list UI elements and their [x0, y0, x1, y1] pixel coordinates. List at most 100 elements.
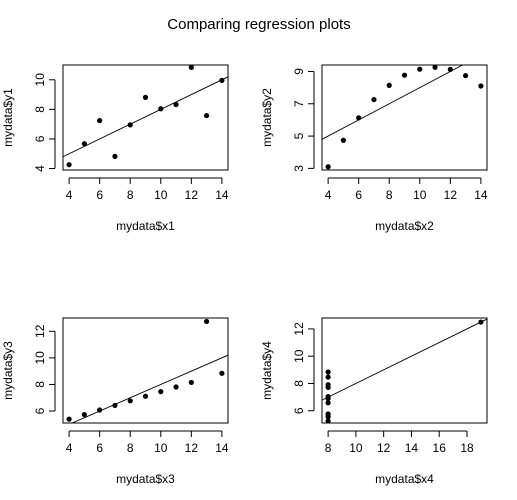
x-tick-label: 4: [66, 441, 73, 455]
panel-4-regression-line: [322, 318, 487, 401]
data-point: [386, 82, 392, 88]
x-tick-label: 12: [377, 441, 391, 455]
data-point: [204, 112, 210, 119]
data-point: [127, 122, 133, 128]
x-tick-label: 10: [154, 441, 168, 455]
panel-2-regression-line: [322, 65, 464, 140]
x-tick-label: 10: [154, 188, 168, 202]
x-tick-label: 6: [96, 188, 103, 202]
y-tick-label: 12: [292, 322, 306, 336]
data-point: [325, 382, 331, 388]
y-tick-label: 10: [33, 351, 47, 365]
data-point: [142, 94, 149, 100]
panel-3-regression-line: [71, 354, 228, 423]
panel-2-y-axis: 3 5 7 9: [292, 68, 315, 172]
data-point: [173, 384, 179, 390]
x-tick-label: 8: [386, 188, 393, 202]
data-point: [81, 412, 87, 418]
data-point: [447, 66, 453, 72]
data-point: [173, 101, 179, 108]
panel-2-points: [325, 64, 484, 170]
panel-2-x-axis: 4 6 8 10 12 14: [325, 177, 488, 202]
data-point: [478, 319, 484, 325]
panel-4-ylabel: mydata$y4: [260, 341, 274, 400]
data-point: [325, 374, 331, 380]
x-tick-label: 18: [460, 441, 474, 455]
panel-1-frame: [62, 64, 229, 171]
data-point: [325, 395, 331, 402]
panel-3-x-axis: 4 6 8 10 12 14: [66, 430, 229, 455]
panel-1-points: [66, 64, 225, 168]
y-tick-label: 12: [33, 324, 47, 338]
y-tick-label: 6: [33, 135, 47, 142]
panel-4-x-axis: 8 10 12 14 16 18: [325, 430, 474, 455]
data-point: [142, 393, 149, 399]
figure-title: Comparing regression plots: [167, 16, 350, 33]
data-point: [127, 398, 133, 404]
data-point: [356, 115, 362, 121]
data-point: [112, 402, 118, 409]
data-point: [325, 400, 331, 406]
panel-1-y-axis: 4 6 8 10: [33, 73, 56, 172]
data-point: [158, 389, 164, 395]
x-tick-label: 12: [185, 188, 199, 202]
data-point: [112, 153, 118, 159]
panel-4: 8 10 12 14 16 18 6 8 10 12 mydata$x4 mydata$y4: [260, 317, 488, 486]
data-point: [219, 77, 225, 83]
panel-3: 4 6 8 10 12 14 6 8 10 12 mydata$x3 mydata$y3: [1, 317, 229, 486]
x-tick-label: 14: [215, 188, 229, 202]
x-tick-label: 8: [127, 441, 134, 455]
panel-2-xlabel: mydata$x2: [375, 219, 434, 233]
x-tick-label: 14: [215, 441, 229, 455]
data-point: [325, 414, 331, 420]
panel-1: 4 6 8 10 12 14 4 6 8 10 mydata$x1 mydata$y1: [1, 64, 229, 233]
data-point: [66, 416, 72, 422]
y-tick-label: 8: [33, 381, 47, 388]
data-point: [158, 106, 164, 112]
y-tick-label: 3: [292, 165, 306, 172]
data-point: [432, 64, 438, 70]
x-tick-label: 6: [355, 188, 362, 202]
data-point: [325, 369, 331, 375]
data-point: [97, 407, 103, 413]
y-tick-label: 10: [292, 349, 306, 363]
data-point: [66, 162, 72, 168]
data-point: [463, 73, 469, 79]
data-point: [81, 141, 87, 147]
x-tick-label: 10: [413, 188, 427, 202]
x-tick-label: 4: [325, 188, 332, 202]
data-point: [188, 379, 194, 386]
y-tick-label: 6: [33, 407, 47, 414]
x-tick-label: 10: [349, 441, 363, 455]
panel-1-xlabel: mydata$x1: [116, 219, 175, 233]
panel-2: 4 6 8 10 12 14 3 5 7 9 mydata$x2 mydata$y2: [260, 64, 488, 233]
data-point: [401, 72, 408, 78]
data-point: [97, 118, 103, 124]
panel-3-frame: [62, 317, 229, 424]
x-tick-label: 14: [405, 441, 419, 455]
panel-1-x-axis: 4 6 8 10 12 14: [66, 177, 229, 202]
panel-3-ylabel: mydata$y3: [1, 341, 15, 400]
x-tick-label: 8: [127, 188, 134, 202]
y-tick-label: 8: [33, 106, 47, 113]
data-point: [478, 83, 484, 89]
x-tick-label: 16: [433, 441, 447, 455]
data-point: [204, 318, 210, 325]
y-tick-label: 4: [33, 165, 47, 172]
panel-2-frame: [321, 64, 488, 171]
data-point: [417, 66, 423, 72]
panel-3-xlabel: mydata$x3: [116, 472, 175, 486]
x-tick-label: 12: [185, 441, 199, 455]
panel-1-ylabel: mydata$y1: [1, 88, 15, 147]
panel-4-xlabel: mydata$x4: [375, 472, 434, 486]
panel-1-regression-line: [63, 76, 228, 158]
data-point: [325, 418, 331, 424]
panel-4-points: [325, 319, 484, 424]
y-tick-label: 7: [292, 100, 306, 107]
data-point: [188, 64, 194, 70]
y-tick-label: 8: [292, 380, 306, 387]
data-point: [340, 137, 346, 143]
x-tick-label: 14: [474, 188, 488, 202]
panel-4-y-axis: 6 8 10 12: [292, 322, 315, 414]
